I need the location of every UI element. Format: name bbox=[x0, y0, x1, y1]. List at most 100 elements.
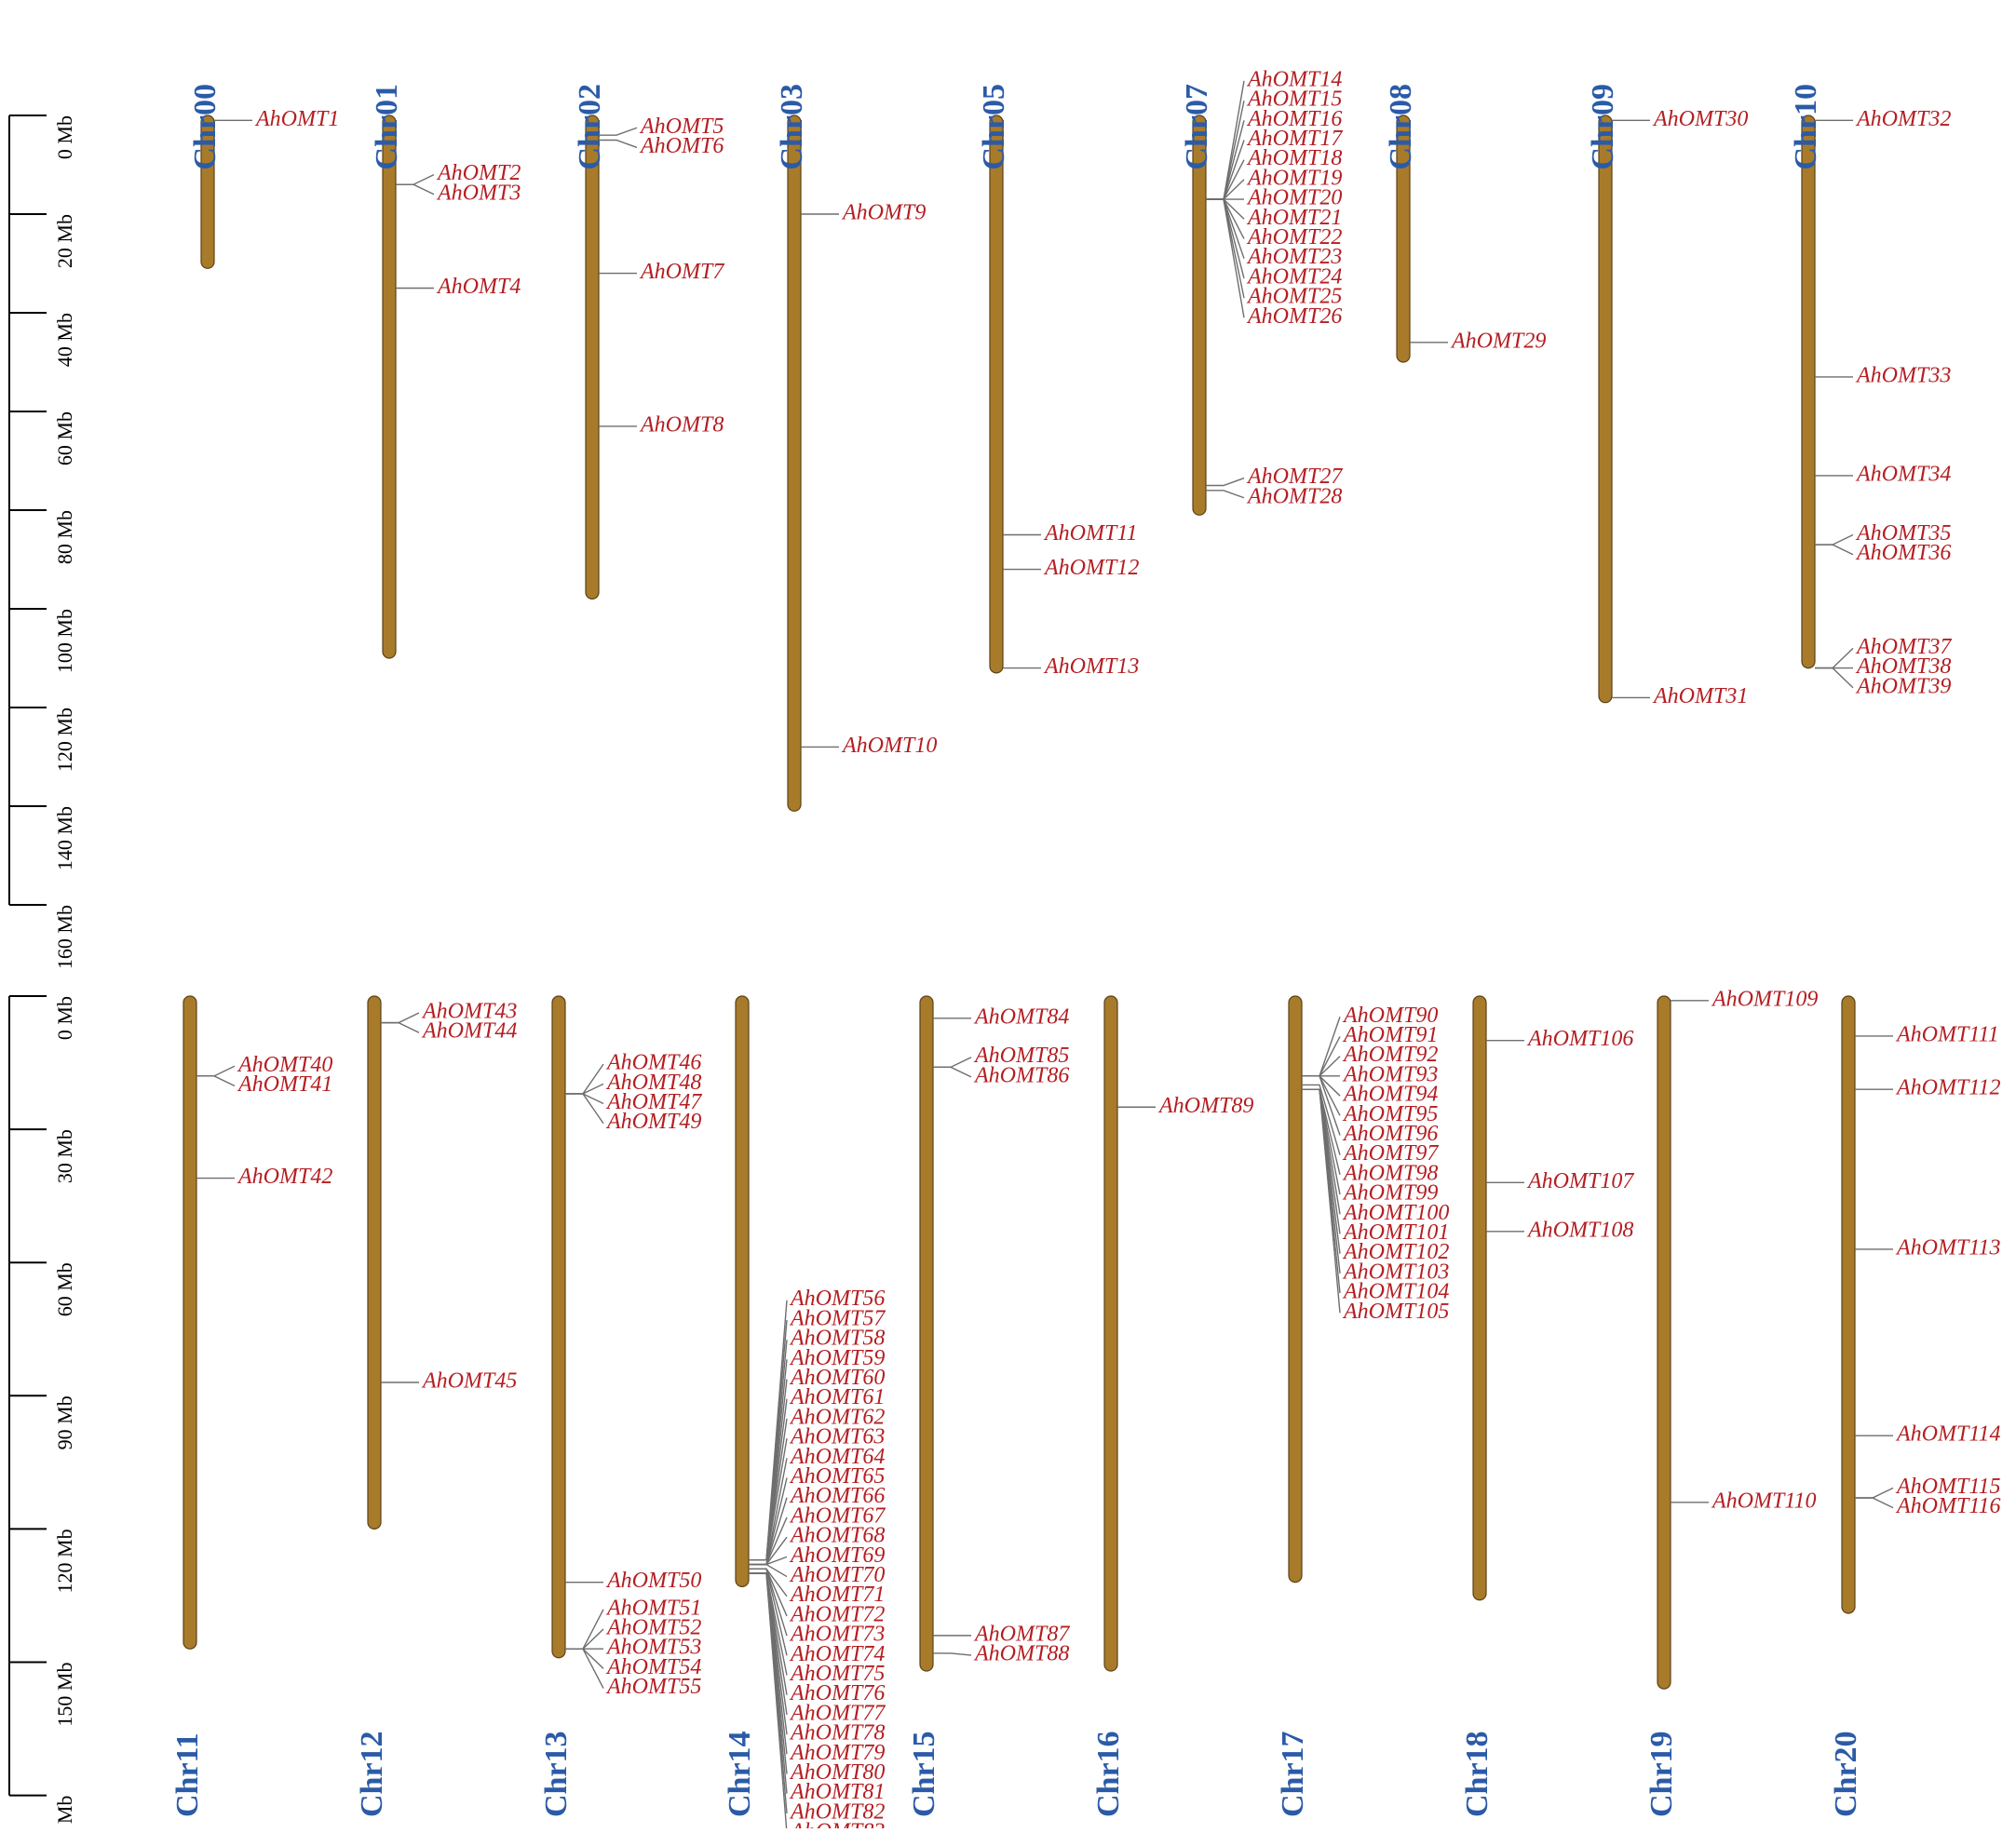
gene-connector bbox=[1855, 1487, 1894, 1499]
chromosome-label: Chr11 bbox=[170, 1732, 205, 1817]
gene-marker-ahomt85: AhOMT85 bbox=[933, 1044, 1069, 1068]
chromosome-label: Chr07 bbox=[1180, 84, 1214, 170]
gene-marker-ahomt108: AhOMT108 bbox=[1486, 1218, 1633, 1242]
gene-label: AhOMT115 bbox=[1895, 1475, 2001, 1499]
gene-label: AhOMT29 bbox=[1450, 329, 1546, 353]
gene-marker-ahomt34: AhOMT34 bbox=[1815, 462, 1951, 486]
gene-label: AhOMT112 bbox=[1895, 1076, 2001, 1100]
gene-label: AhOMT51 bbox=[605, 1596, 701, 1620]
gene-connector bbox=[749, 1438, 788, 1561]
gene-connector bbox=[396, 173, 435, 185]
gene-label: AhOMT25 bbox=[1246, 285, 1342, 309]
chromosome-chr10: Chr10 AhOMT32 AhOMT33 AhOMT34 AhOMT35AhOMT36… bbox=[1789, 84, 1953, 698]
gene-label: AhOMT1 bbox=[254, 107, 339, 131]
chromosome-bar bbox=[919, 995, 934, 1672]
chromosome-chr05: Chr05 AhOMT11 AhOMT12 AhOMT13 bbox=[977, 84, 1140, 679]
gene-label: AhOMT43 bbox=[421, 1000, 517, 1024]
chromosome-bar bbox=[1657, 995, 1671, 1690]
gene-label: AhOMT19 bbox=[1246, 166, 1342, 190]
gene-marker-ahomt42: AhOMT42 bbox=[196, 1165, 332, 1189]
gene-marker-ahomt44: AhOMT44 bbox=[381, 1019, 517, 1044]
gene-connector bbox=[1206, 198, 1245, 318]
gene-connector bbox=[933, 1066, 972, 1078]
gene-label: AhOMT45 bbox=[421, 1368, 517, 1393]
chromosome-label: Chr16 bbox=[1091, 1731, 1126, 1817]
gene-marker-ahomt112: AhOMT112 bbox=[1855, 1076, 2001, 1100]
gene-connector bbox=[1206, 477, 1245, 487]
gene-marker-ahomt7: AhOMT7 bbox=[599, 260, 724, 284]
chromosome-bar bbox=[1841, 995, 1856, 1614]
chromosome-chr16: Chr16 AhOMT89 bbox=[1091, 995, 1253, 1817]
chromosome-bar bbox=[1472, 995, 1487, 1601]
chromosome-bar bbox=[183, 995, 197, 1650]
chromosome-bar bbox=[1801, 115, 1816, 669]
gene-marker-ahomt74: AhOMT74 bbox=[749, 1568, 885, 1666]
chromosome-chr18: Chr18 AhOMT106 AhOMT107 AhOMT108 bbox=[1460, 995, 1634, 1817]
gene-label: AhOMT113 bbox=[1895, 1235, 2001, 1260]
gene-label: AhOMT108 bbox=[1526, 1218, 1633, 1242]
gene-label: AhOMT116 bbox=[1895, 1494, 2001, 1518]
gene-label: AhOMT69 bbox=[789, 1543, 885, 1568]
gene-connector bbox=[1302, 1088, 1341, 1314]
gene-label: AhOMT41 bbox=[237, 1072, 332, 1097]
gene-label: AhOMT23 bbox=[1246, 245, 1342, 269]
chromosome-bar bbox=[787, 115, 802, 812]
gene-connector bbox=[1206, 490, 1245, 499]
gene-connector bbox=[933, 1652, 972, 1656]
gene-connector bbox=[1815, 533, 1854, 546]
gene-marker-ahomt23: AhOMT23 bbox=[1206, 198, 1342, 269]
gene-label: AhOMT22 bbox=[1246, 225, 1342, 249]
gene-marker-ahomt91: AhOMT91 bbox=[1302, 1023, 1438, 1077]
gene-marker-ahomt80: AhOMT80 bbox=[749, 1572, 885, 1785]
gene-marker-ahomt116: AhOMT116 bbox=[1855, 1494, 2001, 1518]
axis-tick-label: 20 Mb bbox=[53, 214, 76, 268]
gene-connector bbox=[1815, 544, 1854, 556]
gene-label: AhOMT32 bbox=[1855, 107, 1951, 131]
gene-marker-ahomt65: AhOMT65 bbox=[749, 1464, 885, 1566]
gene-label: AhOMT10 bbox=[841, 734, 937, 758]
gene-label: AhOMT80 bbox=[789, 1760, 885, 1785]
gene-marker-ahomt8: AhOMT8 bbox=[599, 412, 724, 437]
gene-connector bbox=[599, 139, 638, 149]
gene-label: AhOMT106 bbox=[1526, 1027, 1633, 1051]
gene-label: AhOMT63 bbox=[789, 1425, 885, 1449]
chromosome-chr17: Chr17 AhOMT90AhOMT91AhOMT92AhOMT93AhOMT94… bbox=[1276, 995, 1449, 1817]
gene-marker-ahomt33: AhOMT33 bbox=[1815, 363, 1951, 387]
gene-label: AhOMT64 bbox=[789, 1445, 885, 1469]
gene-label: AhOMT4 bbox=[436, 275, 521, 299]
chromosome-chr19: Chr19 AhOMT109 AhOMT110 bbox=[1644, 987, 1819, 1817]
gene-label: AhOMT86 bbox=[973, 1063, 1069, 1087]
gene-label: AhOMT102 bbox=[1342, 1240, 1449, 1264]
gene-label: AhOMT40 bbox=[237, 1053, 332, 1077]
gene-label: AhOMT83 bbox=[789, 1820, 885, 1828]
gene-label: AhOMT7 bbox=[639, 260, 724, 284]
gene-marker-ahomt12: AhOMT12 bbox=[1003, 556, 1139, 580]
gene-label: AhOMT2 bbox=[436, 161, 521, 185]
gene-connector bbox=[933, 1057, 972, 1069]
gene-label: AhOMT47 bbox=[605, 1090, 702, 1114]
gene-marker-ahomt2: AhOMT2 bbox=[396, 161, 521, 185]
gene-marker-ahomt5: AhOMT5 bbox=[599, 115, 724, 139]
gene-label: AhOMT21 bbox=[1246, 206, 1342, 230]
gene-marker-ahomt3: AhOMT3 bbox=[396, 181, 521, 205]
chromosome-label: Chr05 bbox=[977, 84, 1011, 170]
axis-tick-label: 60 Mb bbox=[53, 411, 76, 465]
gene-marker-ahomt72: AhOMT72 bbox=[749, 1568, 885, 1626]
gene-label: AhOMT27 bbox=[1246, 465, 1343, 489]
gene-label: AhOMT73 bbox=[789, 1623, 885, 1647]
gene-marker-ahomt39: AhOMT39 bbox=[1815, 667, 1951, 698]
chromosome-label: Chr08 bbox=[1384, 84, 1418, 170]
chromosome-label: Chr01 bbox=[370, 84, 404, 170]
gene-marker-ahomt59: AhOMT59 bbox=[749, 1346, 885, 1561]
gene-connector bbox=[1302, 1084, 1341, 1155]
gene-label: AhOMT38 bbox=[1855, 654, 1951, 679]
gene-label: AhOMT107 bbox=[1526, 1169, 1634, 1193]
axis-tick-label: 30 Mb bbox=[53, 1129, 76, 1183]
scale-axis: 0 Mb 30 Mb 60 Mb 90 Mb 120 Mb 150 Mb 180 Mb bbox=[8, 995, 76, 1833]
chromosome-bar bbox=[200, 115, 215, 269]
gene-marker-ahomt66: AhOMT66 bbox=[749, 1484, 885, 1566]
chromosome-bar bbox=[735, 995, 750, 1588]
gene-connector bbox=[381, 1012, 420, 1024]
gene-marker-ahomt98: AhOMT98 bbox=[1302, 1088, 1438, 1185]
